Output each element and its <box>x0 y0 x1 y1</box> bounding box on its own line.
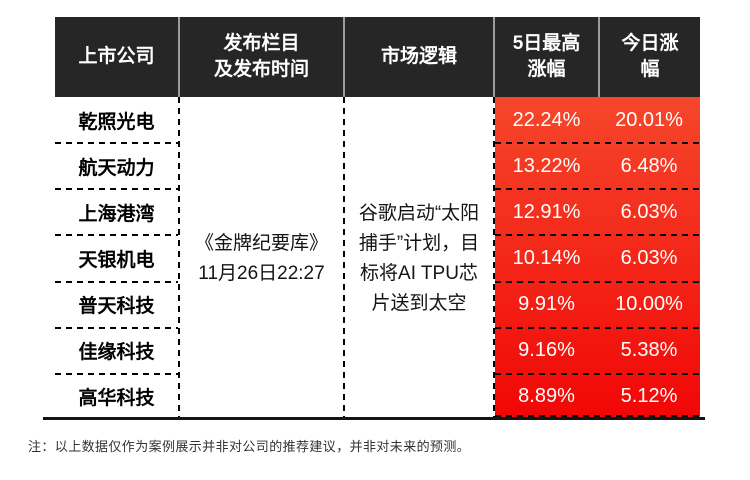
dashed-row-divider <box>495 234 700 236</box>
source-and-time-cell: 《金牌纪要库》 11月26日22:27 <box>194 232 328 284</box>
company-cell: 高华科技 <box>78 388 155 410</box>
header-divider <box>598 17 600 97</box>
company-cell: 佳缘科技 <box>55 328 178 375</box>
header-column-and-time: 发布栏目 及发布时间 <box>180 17 343 97</box>
today-gain-cell: 5.12% <box>620 385 678 408</box>
gain-block: 22.24% 13.22% 12.91% 10.14% 9.91% 9.16% … <box>495 97 700 420</box>
dashed-column-divider <box>493 97 495 420</box>
today-gain-cell: 6.03% <box>620 246 678 269</box>
header-five-day-gain: 5日最高 涨幅 <box>495 17 598 97</box>
dashed-row-divider <box>495 281 700 283</box>
dashed-column-divider <box>178 97 180 420</box>
five-day-gain-cell: 10.14% <box>512 246 581 269</box>
five-day-gain-cell: 9.16% <box>518 339 575 362</box>
today-gain-cell: 5.38% <box>620 339 678 362</box>
five-day-gain-cell: 8.89% <box>518 385 575 408</box>
five-day-gain-column: 22.24% 13.22% 12.91% 10.14% 9.91% 9.16% … <box>495 97 598 420</box>
company-column: 乾照光电 航天动力 上海港湾 天银机电 普天科技 佳缘科技 高华科技 <box>55 97 178 420</box>
company-cell: 天银机电 <box>55 235 178 283</box>
header-market-logic: 市场逻辑 <box>345 17 493 97</box>
dashed-row-divider <box>495 327 700 329</box>
dashed-column-divider <box>343 97 345 420</box>
five-day-gain-cell: 12.91% <box>512 200 581 223</box>
five-day-gain-cell: 9.91% <box>518 293 575 316</box>
footnote: 注：以上数据仅作为案例展示并非对公司的推荐建议，并非对未来的预测。 <box>28 439 471 454</box>
header-divider <box>343 17 345 97</box>
today-gain-cell: 6.48% <box>620 154 678 177</box>
today-gain-cell: 20.01% <box>615 108 683 131</box>
five-day-gain-cell: 13.22% <box>512 154 581 177</box>
dashed-row-divider <box>495 373 700 375</box>
company-cell: 普天科技 <box>55 282 178 329</box>
five-day-gain-cell: 22.24% <box>512 108 581 131</box>
dashed-row-divider <box>495 142 700 144</box>
table-body: 乾照光电 航天动力 上海港湾 天银机电 普天科技 佳缘科技 高华科技 《金牌纪要… <box>43 97 705 420</box>
company-cell: 航天动力 <box>55 143 178 191</box>
header-today-gain: 今日涨 幅 <box>600 17 700 97</box>
today-gain-cell: 10.00% <box>615 293 683 316</box>
header-divider <box>493 17 495 97</box>
today-gain-cell: 6.03% <box>620 200 678 223</box>
company-cell: 上海港湾 <box>55 189 178 237</box>
table-header-row: 上市公司 发布栏目 及发布时间 市场逻辑 5日最高 涨幅 今日涨 幅 <box>55 17 700 97</box>
header-company: 上市公司 <box>55 17 178 97</box>
market-logic-cell: 谷歌启动“太阳 捕手”计划，目 标将AI TPU芯 片送到太空 <box>358 202 480 314</box>
table-bottom-border <box>43 417 705 420</box>
dashed-row-divider <box>495 415 700 417</box>
header-divider <box>178 17 180 97</box>
dashed-row-divider <box>495 188 700 190</box>
today-gain-column: 20.01% 6.48% 6.03% 6.03% 10.00% 5.38% 5.… <box>598 97 700 420</box>
data-table: 上市公司 发布栏目 及发布时间 市场逻辑 5日最高 涨幅 今日涨 幅 乾照光电 … <box>43 17 705 420</box>
company-cell: 乾照光电 <box>55 97 178 145</box>
